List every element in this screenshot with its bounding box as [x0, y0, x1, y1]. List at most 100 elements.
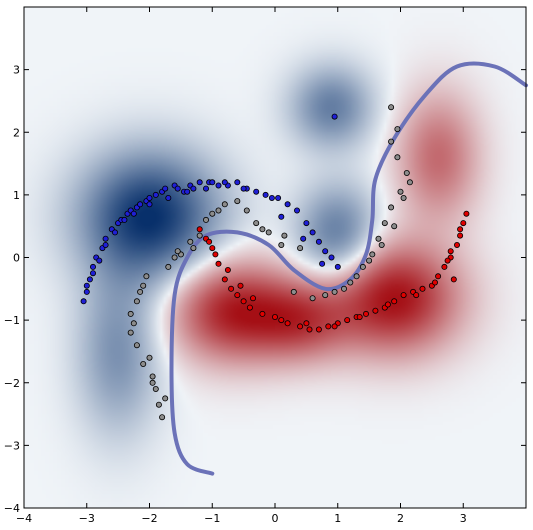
- scatter-point-series-0: [90, 270, 97, 277]
- y-tick-label: −1: [4, 314, 20, 327]
- scatter-point-series-1: [209, 210, 216, 217]
- scatter-point-series-2: [297, 323, 304, 330]
- scatter-point-series-2: [224, 266, 231, 273]
- scatter-point-series-0: [96, 257, 103, 264]
- scatter-point-series-2: [259, 310, 266, 317]
- scatter-point-series-2: [196, 226, 203, 233]
- scatter-point-series-0: [319, 260, 326, 267]
- x-tick-label: −4: [16, 512, 32, 525]
- scatter-point-series-0: [146, 201, 153, 208]
- scatter-point-series-2: [215, 260, 222, 267]
- scatter-point-series-0: [86, 276, 93, 283]
- scatter-point-series-1: [331, 288, 338, 295]
- scatter-point-series-0: [165, 194, 172, 201]
- scatter-point-series-2: [463, 210, 470, 217]
- scatter-point-series-1: [394, 154, 401, 161]
- scatter-point-series-0: [284, 201, 291, 208]
- scatter-point-series-1: [165, 263, 172, 270]
- scatter-point-series-2: [372, 307, 379, 314]
- scatter-point-series-1: [190, 245, 197, 252]
- scatter-point-series-1: [381, 220, 388, 227]
- scatter-point-series-0: [322, 248, 329, 255]
- scatter-point-series-1: [130, 320, 137, 327]
- scatter-point-series-0: [278, 213, 285, 220]
- data-points-layer: [80, 104, 470, 421]
- scatter-point-series-1: [162, 395, 169, 402]
- scatter-point-series-2: [450, 276, 457, 283]
- scatter-point-series-0: [275, 194, 282, 201]
- scatter-point-series-0: [253, 188, 260, 195]
- scatter-point-series-1: [221, 201, 228, 208]
- x-tick-label: −2: [141, 512, 157, 525]
- scatter-point-series-0: [202, 185, 209, 192]
- scatter-point-series-2: [306, 326, 313, 333]
- scatter-point-series-2: [246, 304, 253, 311]
- scatter-point-series-1: [406, 179, 413, 186]
- scatter-point-series-1: [391, 223, 398, 230]
- scatter-point-series-1: [397, 188, 404, 195]
- scatter-point-series-1: [146, 354, 153, 361]
- scatter-point-series-1: [127, 329, 134, 336]
- scatter-point-series-0: [184, 188, 191, 195]
- scatter-point-series-0: [190, 185, 197, 192]
- scatter-point-series-0: [80, 298, 87, 305]
- y-tick-label: 0: [13, 252, 20, 265]
- scatter-point-series-1: [140, 282, 147, 289]
- scatter-point-series-1: [297, 245, 304, 252]
- scatter-point-series-1: [388, 204, 395, 211]
- scatter-point-series-0: [90, 263, 97, 270]
- scatter-point-series-1: [253, 220, 260, 227]
- scatter-point-series-0: [146, 194, 153, 201]
- scatter-point-series-1: [340, 285, 347, 292]
- scatter-point-series-0: [315, 238, 322, 245]
- scatter-point-series-0: [262, 191, 269, 198]
- x-tick-label: 2: [397, 512, 404, 525]
- scatter-point-series-2: [315, 326, 322, 333]
- scatter-point-series-2: [278, 317, 285, 324]
- scatter-point-series-1: [388, 138, 395, 145]
- scatter-point-series-2: [435, 273, 442, 280]
- scatter-point-series-0: [293, 207, 300, 214]
- scatter-point-series-0: [137, 201, 144, 208]
- scatter-point-series-0: [309, 229, 316, 236]
- scatter-point-series-1: [149, 379, 156, 386]
- scatter-point-series-1: [388, 104, 395, 111]
- scatter-point-series-0: [196, 179, 203, 186]
- scatter-point-series-2: [271, 313, 278, 320]
- scatter-point-series-0: [331, 113, 338, 120]
- decision-heatmap: [24, 7, 526, 508]
- scatter-point-series-1: [400, 194, 407, 201]
- scatter-point-series-2: [447, 248, 454, 255]
- scatter-point-series-2: [444, 257, 451, 264]
- axis-ticks: −4 −3 −2 −1 0 1 2 3 −4 −3 −2 −1 0 1 2 3: [4, 7, 526, 525]
- scatter-point-series-1: [133, 342, 140, 349]
- scatter-point-series-1: [234, 198, 241, 205]
- scatter-point-series-1: [322, 292, 329, 299]
- scatter-point-series-1: [171, 254, 178, 261]
- scatter-point-series-0: [152, 191, 159, 198]
- scatter-point-series-2: [457, 232, 464, 239]
- y-tick-label: 3: [13, 64, 20, 77]
- x-tick-label: 3: [460, 512, 467, 525]
- scatter-point-series-0: [83, 282, 90, 289]
- x-tick-label: 0: [272, 512, 279, 525]
- y-tick-label: −4: [4, 502, 20, 515]
- scatter-point-series-1: [187, 238, 194, 245]
- scatter-point-series-1: [143, 273, 150, 280]
- y-tick-label: 2: [13, 126, 20, 139]
- scatter-point-series-1: [290, 288, 297, 295]
- scatter-point-series-1: [137, 288, 144, 295]
- scatter-point-series-2: [209, 245, 216, 252]
- scatter-point-series-2: [400, 292, 407, 299]
- x-tick-label: −3: [79, 512, 95, 525]
- scatter-point-series-1: [196, 232, 203, 239]
- scatter-point-series-2: [228, 285, 235, 292]
- scatter-point-series-1: [133, 298, 140, 305]
- x-tick-label: −1: [204, 512, 220, 525]
- y-tick-label: −2: [4, 377, 20, 390]
- scatter-point-series-2: [284, 320, 291, 327]
- scatter-point-series-1: [347, 279, 354, 286]
- scatter-point-series-0: [334, 263, 341, 270]
- scatter-point-series-2: [384, 301, 391, 308]
- scatter-point-series-1: [259, 226, 266, 233]
